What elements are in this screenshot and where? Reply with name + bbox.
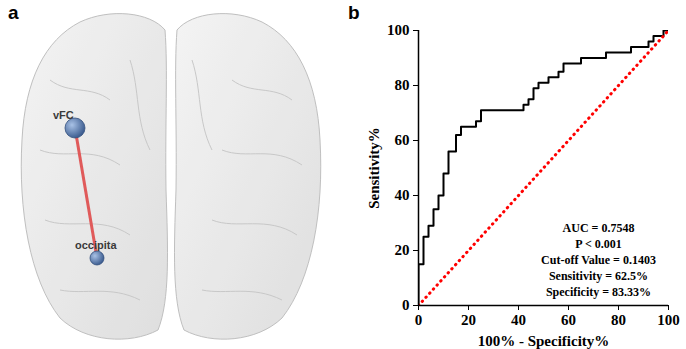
svg-text:AUC = 0.7548: AUC = 0.7548 [563,221,635,235]
svg-text:20: 20 [395,242,410,258]
svg-text:40: 40 [511,312,526,328]
svg-text:40: 40 [395,187,410,203]
html-text:b: b [348,2,360,23]
svg-text:Sensitivity%: Sensitivity% [366,127,382,209]
svg-text:0: 0 [415,312,423,328]
svg-text:P < 0.001: P < 0.001 [575,237,622,251]
svg-text:100: 100 [387,22,410,38]
svg-text:100% - Specificity%: 100% - Specificity% [478,333,610,349]
svg-text:60: 60 [395,132,410,148]
svg-text:0: 0 [402,297,410,313]
svg-text:Cut-off Value = 0.1403: Cut-off Value = 0.1403 [541,253,656,267]
svg-text:80: 80 [395,77,410,93]
svg-text:occipita: occipita [75,239,117,251]
svg-text:Sensitivity = 62.5%: Sensitivity = 62.5% [549,269,648,283]
svg-text:20: 20 [461,312,476,328]
svg-text:60: 60 [561,312,576,328]
svg-text:80: 80 [611,312,626,328]
svg-text:Specificity = 83.33%: Specificity = 83.33% [546,285,651,299]
svg-text:100: 100 [657,312,680,328]
html-text:a: a [8,2,19,23]
svg-text:vFC: vFC [53,109,74,121]
